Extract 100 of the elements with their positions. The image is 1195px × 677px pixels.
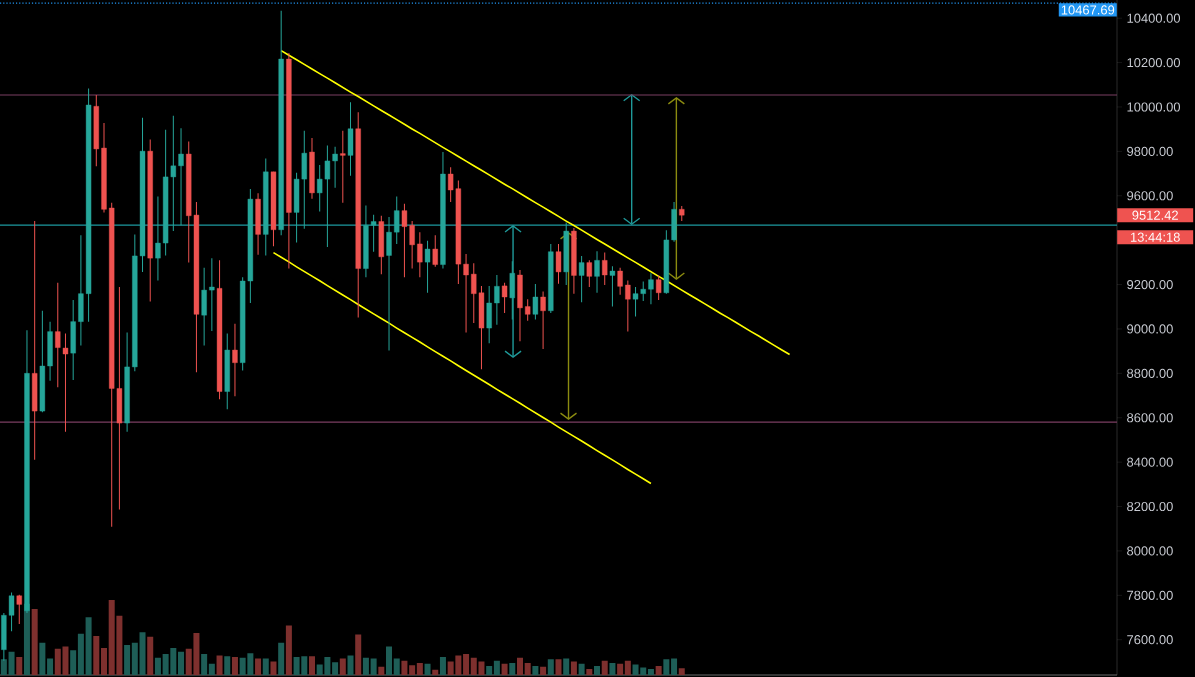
candlestick	[525, 299, 531, 321]
y-tick-label: 7800.00	[1127, 590, 1173, 600]
candlestick	[571, 227, 577, 294]
bar	[578, 663, 585, 675]
y-tick-label: 7600.00	[1127, 635, 1173, 645]
candlestick	[93, 95, 99, 167]
candlestick	[655, 275, 662, 301]
bar	[139, 632, 146, 675]
bar	[154, 657, 161, 675]
candlestick	[147, 139, 153, 302]
candlestick	[340, 130, 346, 203]
bar	[516, 657, 523, 675]
bar	[278, 642, 285, 675]
bar	[77, 633, 84, 675]
candlestick	[486, 285, 492, 344]
bar	[70, 650, 77, 675]
bar	[386, 646, 393, 675]
candlestick	[532, 284, 539, 320]
bar	[432, 669, 439, 675]
bar	[540, 666, 547, 675]
y-tick-label: 8400.00	[1127, 457, 1173, 467]
y-tick-label: 8600.00	[1127, 413, 1173, 423]
bar	[493, 660, 500, 675]
y-tick-label: 9800.00	[1127, 146, 1173, 156]
bar	[178, 651, 185, 675]
candlestick	[578, 255, 585, 303]
bar	[401, 660, 408, 675]
candlestick	[309, 138, 315, 199]
candlestick	[39, 310, 46, 413]
candlestick	[270, 171, 277, 247]
bar	[16, 657, 23, 675]
candlestick	[494, 275, 500, 325]
bar	[416, 663, 423, 675]
bar	[678, 668, 685, 675]
bar	[347, 655, 354, 675]
bar	[655, 666, 662, 675]
bar	[509, 663, 516, 675]
bar	[47, 658, 54, 675]
bar	[378, 666, 385, 675]
bar	[586, 669, 593, 675]
bar	[594, 666, 601, 675]
candlestick	[70, 300, 76, 380]
bar	[609, 663, 616, 675]
candlestick	[540, 291, 546, 349]
candlestick	[609, 266, 616, 307]
bar	[216, 655, 223, 675]
bar	[463, 654, 470, 675]
candlestick	[378, 215, 384, 275]
bar	[355, 634, 362, 675]
y-tick-label: 8200.00	[1127, 501, 1173, 512]
bar	[524, 663, 531, 675]
candlestick	[47, 321, 53, 381]
bar	[124, 645, 131, 675]
bar	[409, 665, 416, 675]
bar	[486, 666, 493, 675]
candlestick	[432, 235, 438, 267]
candlestick	[232, 323, 238, 397]
bar	[547, 659, 554, 675]
bar	[262, 658, 269, 675]
candlestick	[216, 260, 223, 400]
y-tick-label: 10200.00	[1127, 58, 1181, 68]
candlestick	[679, 205, 685, 222]
bar	[671, 658, 678, 675]
ref-line-label: 10467.69	[1061, 5, 1115, 15]
bar	[308, 656, 315, 675]
bar	[570, 661, 577, 675]
bar	[224, 656, 231, 675]
bar	[201, 654, 208, 675]
bar	[255, 658, 262, 675]
bar	[501, 663, 508, 675]
candlestick	[424, 240, 431, 293]
candlestick	[648, 273, 654, 305]
bar	[370, 658, 377, 675]
y-tick-label: 10000.00	[1127, 102, 1181, 112]
bar	[100, 648, 107, 675]
bar	[332, 662, 339, 675]
bar	[647, 669, 654, 675]
candlestick	[625, 280, 631, 332]
candlestick	[617, 267, 623, 295]
candlestick	[347, 102, 354, 176]
bar	[270, 661, 277, 675]
candlestick	[201, 267, 207, 346]
candlestick	[101, 122, 107, 213]
candlestick	[517, 269, 523, 342]
candlestick	[209, 258, 215, 331]
candlestick	[586, 260, 592, 287]
bar	[208, 663, 215, 675]
bar	[617, 663, 624, 675]
bar	[8, 651, 15, 675]
bar	[624, 660, 631, 675]
candlestick	[286, 53, 292, 269]
candlestick	[463, 253, 469, 333]
bar	[555, 659, 562, 675]
y-tick-label: 8800.00	[1127, 368, 1173, 378]
candlestick	[417, 232, 423, 278]
bar	[362, 657, 369, 675]
bar	[439, 657, 446, 675]
candlestick	[224, 333, 230, 410]
bar	[85, 617, 92, 675]
candlestick	[32, 221, 38, 460]
